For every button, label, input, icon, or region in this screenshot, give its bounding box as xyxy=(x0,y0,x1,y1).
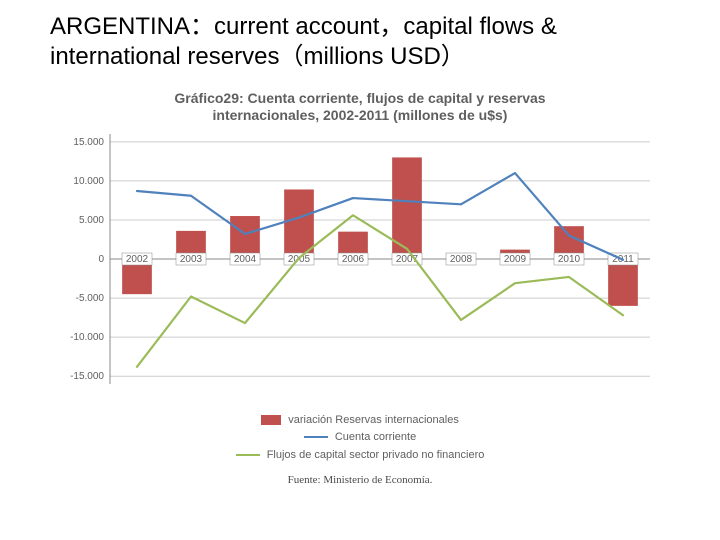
page-title: ARGENTINA：current account，capital flows … xyxy=(50,12,670,72)
legend-swatch-line2 xyxy=(236,454,260,456)
page-title-line1: ARGENTINA：current account，capital flows … xyxy=(50,13,557,40)
svg-text:2004: 2004 xyxy=(234,254,257,265)
svg-text:2002: 2002 xyxy=(126,254,149,265)
svg-text:-5.000: -5.000 xyxy=(76,293,105,304)
legend-label-line1: Cuenta corriente xyxy=(335,431,416,443)
svg-text:2010: 2010 xyxy=(558,254,581,265)
slide: ARGENTINA：current account，capital flows … xyxy=(0,0,720,540)
page-title-line2: international reserves（millions USD） xyxy=(50,43,465,70)
svg-text:5.000: 5.000 xyxy=(79,215,104,226)
svg-text:10.000: 10.000 xyxy=(73,175,104,186)
chart-title: Gráfico29: Cuenta corriente, flujos de c… xyxy=(60,90,660,124)
svg-text:-10.000: -10.000 xyxy=(70,332,104,343)
chart-plot: -15.000 -10.000 -5.000 0 5.000 10.000 15.000 20… xyxy=(60,124,660,404)
svg-text:15.000: 15.000 xyxy=(73,136,104,147)
svg-text:2003: 2003 xyxy=(180,254,203,265)
legend-item-bars: variación Reservas internacionales xyxy=(261,412,459,430)
svg-text:2005: 2005 xyxy=(288,254,311,265)
legend-label-bars: variación Reservas internacionales xyxy=(288,414,459,426)
svg-text:2009: 2009 xyxy=(504,254,527,265)
series-line-flujos xyxy=(137,215,623,367)
legend-item-line1: Cuenta corriente xyxy=(304,429,416,447)
chart-source: Fuente: Ministerio de Economía. xyxy=(60,474,660,486)
chart-container: Gráfico29: Cuenta corriente, flujos de c… xyxy=(60,90,660,520)
legend-label-line2: Flujos de capital sector privado no fina… xyxy=(267,449,485,461)
legend-swatch-line1 xyxy=(304,436,328,438)
chart-title-line1: Gráfico29: Cuenta corriente, flujos de c… xyxy=(174,90,545,106)
bar xyxy=(392,157,422,259)
svg-text:-15.000: -15.000 xyxy=(70,371,104,382)
series-line-cuenta xyxy=(137,173,623,260)
bar xyxy=(608,259,638,306)
chart-legend: variación Reservas internacionales Cuent… xyxy=(60,412,660,465)
bar xyxy=(230,216,260,259)
chart-title-line2: internacionales, 2002-2011 (millones de … xyxy=(213,107,508,123)
svg-text:0: 0 xyxy=(98,254,104,265)
legend-swatch-bar xyxy=(261,415,281,425)
svg-text:2006: 2006 xyxy=(342,254,365,265)
svg-text:2008: 2008 xyxy=(450,254,473,265)
legend-item-line2: Flujos de capital sector privado no fina… xyxy=(236,447,485,465)
